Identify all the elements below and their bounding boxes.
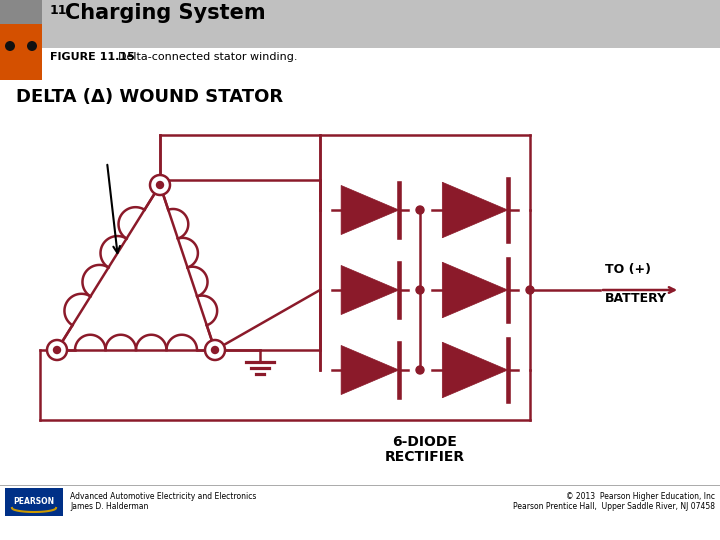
Text: TO (+): TO (+)	[605, 263, 651, 276]
Text: FIGURE 11.15: FIGURE 11.15	[50, 52, 135, 62]
Text: James D. Halderman: James D. Halderman	[70, 502, 148, 511]
Circle shape	[205, 340, 225, 360]
Polygon shape	[442, 342, 508, 398]
Circle shape	[53, 347, 60, 354]
Polygon shape	[442, 182, 508, 238]
Circle shape	[47, 340, 67, 360]
Polygon shape	[341, 346, 399, 395]
Polygon shape	[341, 266, 399, 314]
Text: 11: 11	[50, 4, 68, 17]
Circle shape	[416, 366, 424, 374]
Text: RECTIFIER: RECTIFIER	[385, 450, 465, 464]
Text: DELTA (Δ) WOUND STATOR: DELTA (Δ) WOUND STATOR	[16, 88, 283, 106]
Text: PEARSON: PEARSON	[14, 496, 55, 505]
Circle shape	[150, 175, 170, 195]
Bar	[0, 0, 720, 48]
Text: BATTERY: BATTERY	[605, 292, 667, 305]
Text: © 2013  Pearson Higher Education, Inc: © 2013 Pearson Higher Education, Inc	[566, 492, 715, 501]
Circle shape	[5, 41, 15, 51]
Circle shape	[156, 181, 163, 188]
Text: Advanced Automotive Electricity and Electronics: Advanced Automotive Electricity and Elec…	[70, 492, 256, 501]
Bar	[5, 488, 63, 516]
Bar	[0, 0, 42, 48]
Circle shape	[27, 41, 37, 51]
Circle shape	[526, 286, 534, 294]
Text: 6-DIODE: 6-DIODE	[392, 435, 457, 449]
Polygon shape	[442, 262, 508, 318]
Text: Delta-connected stator winding.: Delta-connected stator winding.	[118, 52, 297, 62]
Polygon shape	[341, 185, 399, 234]
Text: Charging System: Charging System	[65, 3, 266, 23]
Circle shape	[416, 286, 424, 294]
Bar	[0, 0, 42, 24]
Bar	[0, 48, 42, 80]
Bar	[0, 24, 42, 48]
Circle shape	[416, 206, 424, 214]
Circle shape	[212, 347, 218, 354]
Text: Pearson Prentice Hall,  Upper Saddle River, NJ 07458: Pearson Prentice Hall, Upper Saddle Rive…	[513, 502, 715, 511]
